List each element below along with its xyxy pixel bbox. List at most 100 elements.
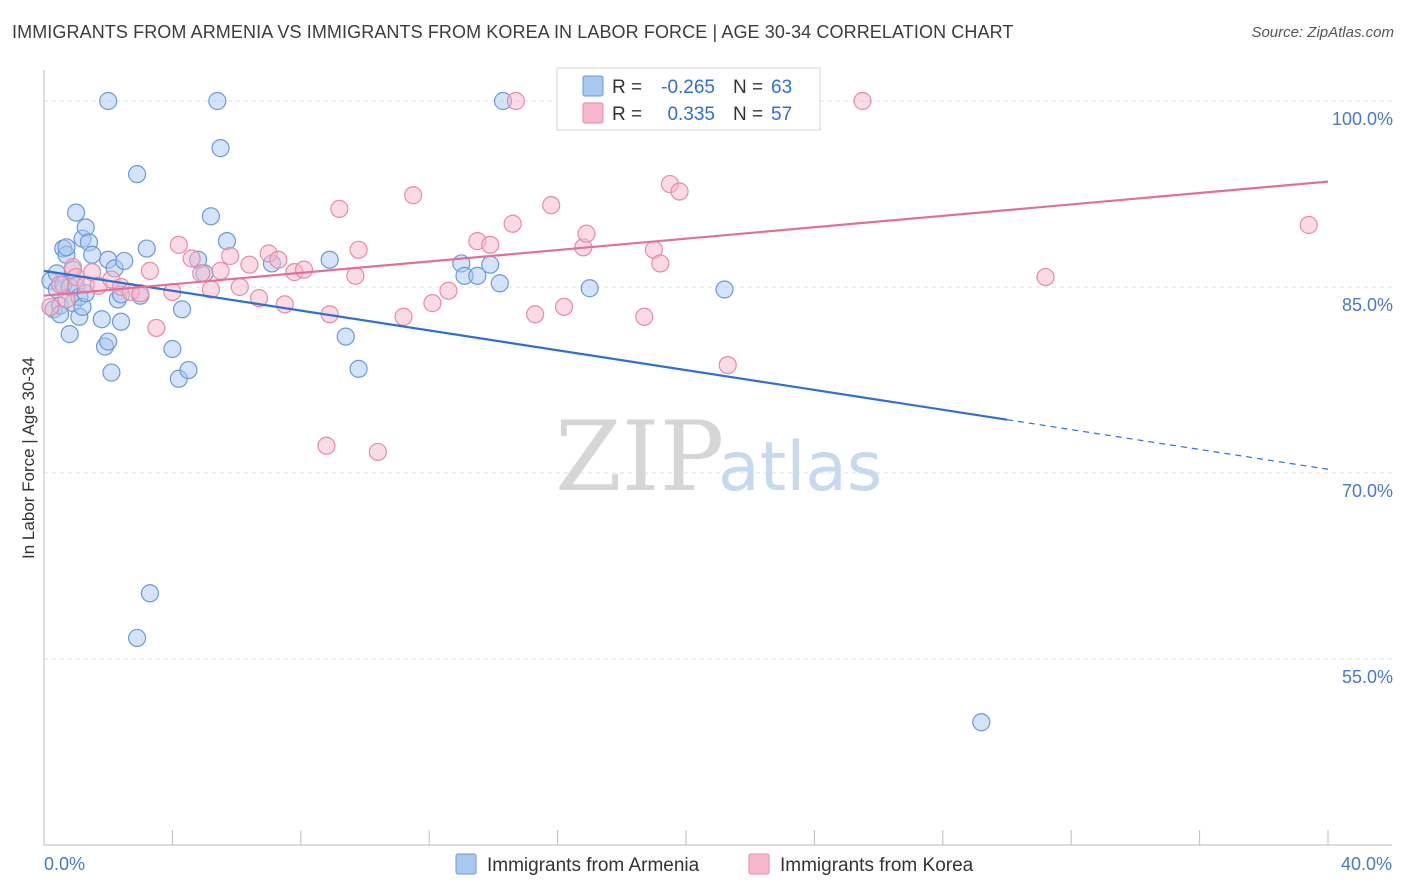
point-korea-35 <box>394 307 413 326</box>
point-armenia-42 <box>172 300 192 319</box>
series-legend: Immigrants from Armenia Immigrants from … <box>455 853 974 876</box>
legend-swatch-korea <box>582 102 604 124</box>
point-armenia-9 <box>57 238 76 257</box>
point-korea-17 <box>192 264 211 283</box>
point-korea-36 <box>404 186 423 205</box>
point-armenia-43 <box>179 360 198 380</box>
point-armenia-51 <box>320 250 339 269</box>
axes <box>43 70 1392 846</box>
legend-swatch-armenia <box>582 75 604 97</box>
point-korea-54 <box>718 356 737 375</box>
point-korea-41 <box>503 214 522 233</box>
point-korea-31 <box>317 436 336 455</box>
legend-armenia-n-value: 63 <box>771 77 792 98</box>
trend-armenia-dashed <box>1006 419 1329 470</box>
point-armenia-53 <box>349 359 368 378</box>
trend-lines <box>43 180 1329 470</box>
point-armenia-33 <box>115 251 134 271</box>
watermark-atlas: atlas <box>718 428 882 507</box>
point-armenia-52 <box>336 327 355 346</box>
point-korea-22 <box>240 255 259 274</box>
point-armenia-48 <box>211 139 230 158</box>
point-korea-34 <box>368 442 387 462</box>
point-korea-16 <box>182 249 201 268</box>
y-tick-label-2: 85.0% <box>1342 295 1393 315</box>
legend-korea-r-value: 0.335 <box>667 104 715 125</box>
series-legend-label-armenia: Immigrants from Armenia <box>487 855 700 876</box>
point-korea-26 <box>275 295 294 314</box>
point-korea-51 <box>651 254 670 273</box>
point-armenia-49 <box>217 232 237 251</box>
gridlines <box>44 100 1392 660</box>
point-armenia-24 <box>92 310 111 329</box>
point-korea-13 <box>147 318 166 338</box>
series-legend-label-korea: Immigrants from Korea <box>780 855 974 876</box>
legend-korea-r-label: R = <box>612 104 642 125</box>
watermark: ZIP atlas <box>555 401 882 513</box>
point-korea-28 <box>294 260 314 279</box>
point-armenia-11 <box>60 325 79 344</box>
point-korea-45 <box>554 297 574 316</box>
point-korea-57 <box>1299 215 1318 235</box>
point-armenia-38 <box>127 628 147 648</box>
point-armenia-35 <box>127 165 147 184</box>
point-armenia-36 <box>137 239 156 258</box>
point-armenia-20 <box>76 218 95 237</box>
point-armenia-47 <box>208 91 227 111</box>
legend-armenia-r-label: R = <box>612 77 642 98</box>
watermark-zip: ZIP <box>555 401 724 513</box>
point-armenia-23 <box>83 245 102 264</box>
series-korea-points <box>41 91 1318 462</box>
point-korea-38 <box>439 281 458 300</box>
point-armenia-34 <box>99 91 118 111</box>
x-tick-label-max: 40.0% <box>1341 854 1392 874</box>
series-armenia-points <box>41 91 991 732</box>
x-tick-label-min: 0.0% <box>44 854 85 874</box>
series-legend-swatch-korea <box>748 853 770 875</box>
legend-korea-n-value: 57 <box>771 104 792 125</box>
point-armenia-60 <box>580 279 599 298</box>
point-korea-48 <box>577 224 596 243</box>
y-tick-label-1: 70.0% <box>1342 481 1393 501</box>
chart-title: IMMIGRANTS FROM ARMENIA VS IMMIGRANTS FR… <box>12 22 1014 42</box>
trend-armenia-solid <box>43 269 1008 421</box>
point-armenia-58 <box>490 274 509 293</box>
point-korea-43 <box>526 305 545 324</box>
point-armenia-62 <box>972 713 991 732</box>
point-korea-32 <box>346 266 365 285</box>
point-korea-30 <box>330 199 349 218</box>
point-armenia-14 <box>66 203 86 222</box>
series-legend-swatch-armenia <box>455 853 477 875</box>
legend-armenia-n-label: N = <box>733 77 763 98</box>
point-korea-21 <box>230 277 249 297</box>
point-korea-55 <box>853 91 872 111</box>
point-korea-44 <box>542 196 561 215</box>
point-korea-56 <box>1036 267 1055 287</box>
correlation-legend: R = -0.265 N = 63 R = 0.335 N = 57 <box>556 67 821 131</box>
point-korea-33 <box>349 240 368 259</box>
trend-korea <box>43 180 1329 297</box>
point-korea-12 <box>140 261 160 280</box>
point-korea-19 <box>211 261 230 280</box>
point-armenia-46 <box>201 207 221 226</box>
point-korea-0 <box>41 297 60 316</box>
point-korea-15 <box>169 235 188 254</box>
point-armenia-28 <box>102 363 121 382</box>
point-armenia-57 <box>481 255 500 274</box>
point-korea-42 <box>506 91 525 111</box>
point-korea-37 <box>423 294 442 313</box>
point-armenia-56 <box>468 266 487 285</box>
legend-armenia-r-value: -0.265 <box>661 77 715 98</box>
point-korea-20 <box>221 246 240 266</box>
point-armenia-61 <box>715 280 734 299</box>
y-tick-label-3: 100.0% <box>1332 109 1393 129</box>
y-tick-labels: 55.0% 70.0% 85.0% 100.0% <box>1332 109 1393 687</box>
point-korea-49 <box>635 307 654 326</box>
point-armenia-37 <box>140 584 160 603</box>
point-korea-40 <box>481 235 500 254</box>
point-armenia-27 <box>99 332 118 351</box>
chart-source: Source: ZipAtlas.com <box>1251 24 1394 41</box>
y-tick-label-0: 55.0% <box>1342 667 1393 687</box>
point-armenia-40 <box>163 339 182 359</box>
